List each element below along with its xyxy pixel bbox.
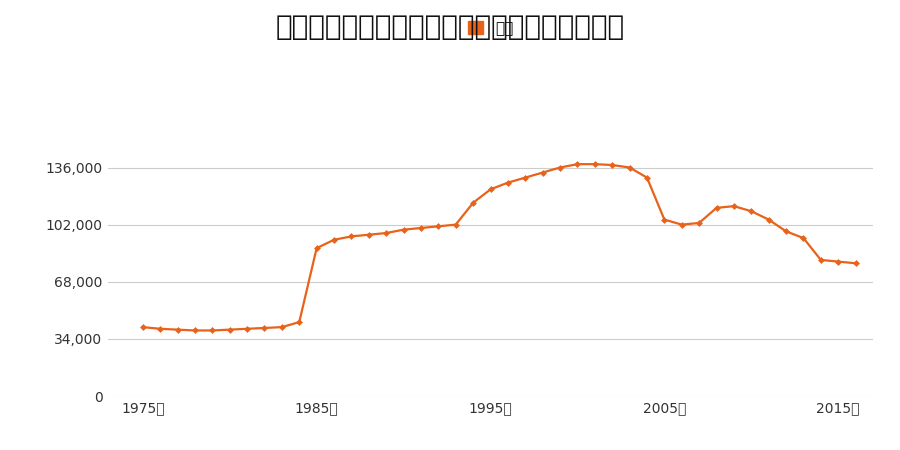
Text: 徳島県徳島市北沖洲１丁目１番７３の地価推移: 徳島県徳島市北沖洲１丁目１番７３の地価推移: [275, 14, 625, 41]
Legend: 価格: 価格: [468, 21, 513, 36]
